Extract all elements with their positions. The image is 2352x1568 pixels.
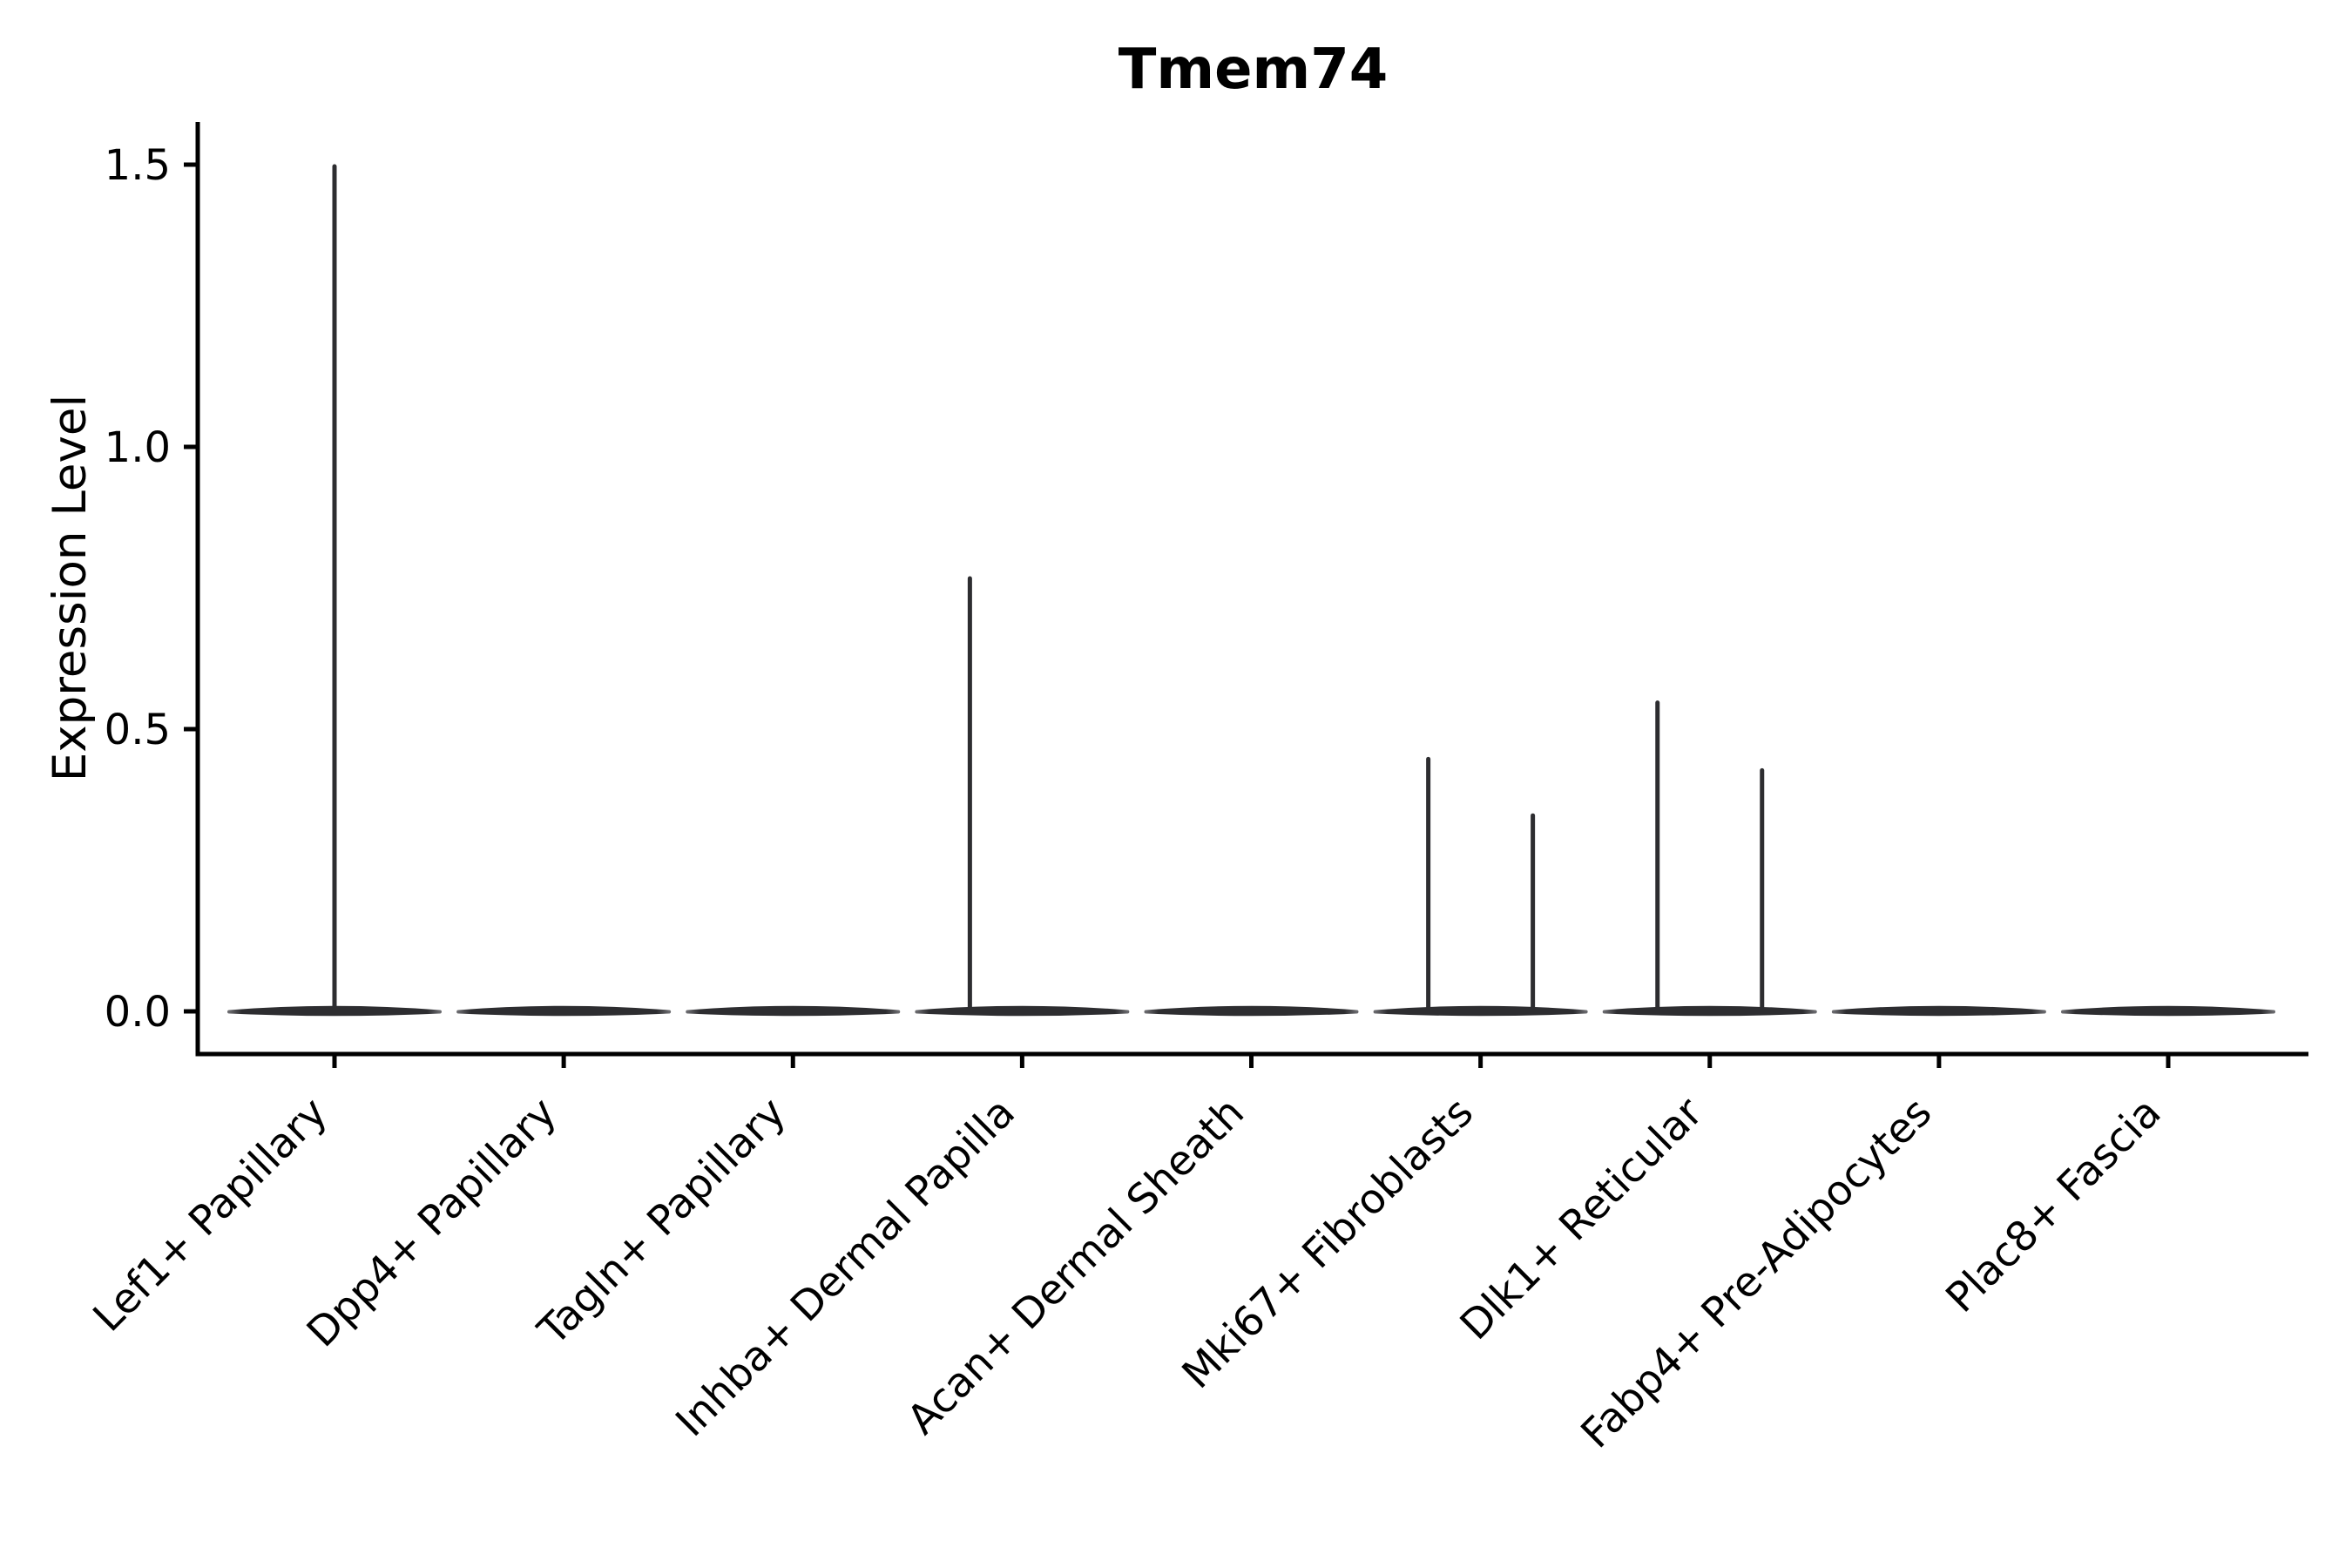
violin-body <box>1144 1005 1359 1017</box>
violin-body <box>227 1005 442 1017</box>
violin-body <box>686 1005 901 1017</box>
axis-spines <box>195 122 2308 1057</box>
y-tick-label: 1.5 <box>105 141 171 190</box>
chart-title: Tmem74 <box>1119 37 1389 102</box>
x-tick-label: Tagln+ Papillary <box>529 1089 795 1355</box>
violin-body <box>915 1005 1130 1017</box>
x-tick-label: Dpp4+ Papillary <box>298 1089 566 1357</box>
violin-body <box>1602 1005 1817 1017</box>
y-tick-label: 0.0 <box>105 988 171 1037</box>
y-tick-label: 0.5 <box>105 706 171 754</box>
x-tick-label: Plac8+ Fascia <box>1937 1089 2171 1322</box>
violin-body <box>1831 1005 2046 1017</box>
x-tick-label: Dlk1+ Reticular <box>1451 1088 1713 1349</box>
violin-body <box>456 1005 672 1017</box>
violin-body <box>1373 1005 1588 1017</box>
y-axis-label: Expression Level <box>44 395 97 781</box>
violin-body <box>2061 1005 2275 1017</box>
x-tick-label: Lef1+ Papillary <box>84 1089 337 1342</box>
y-tick-label: 1.0 <box>105 423 171 472</box>
